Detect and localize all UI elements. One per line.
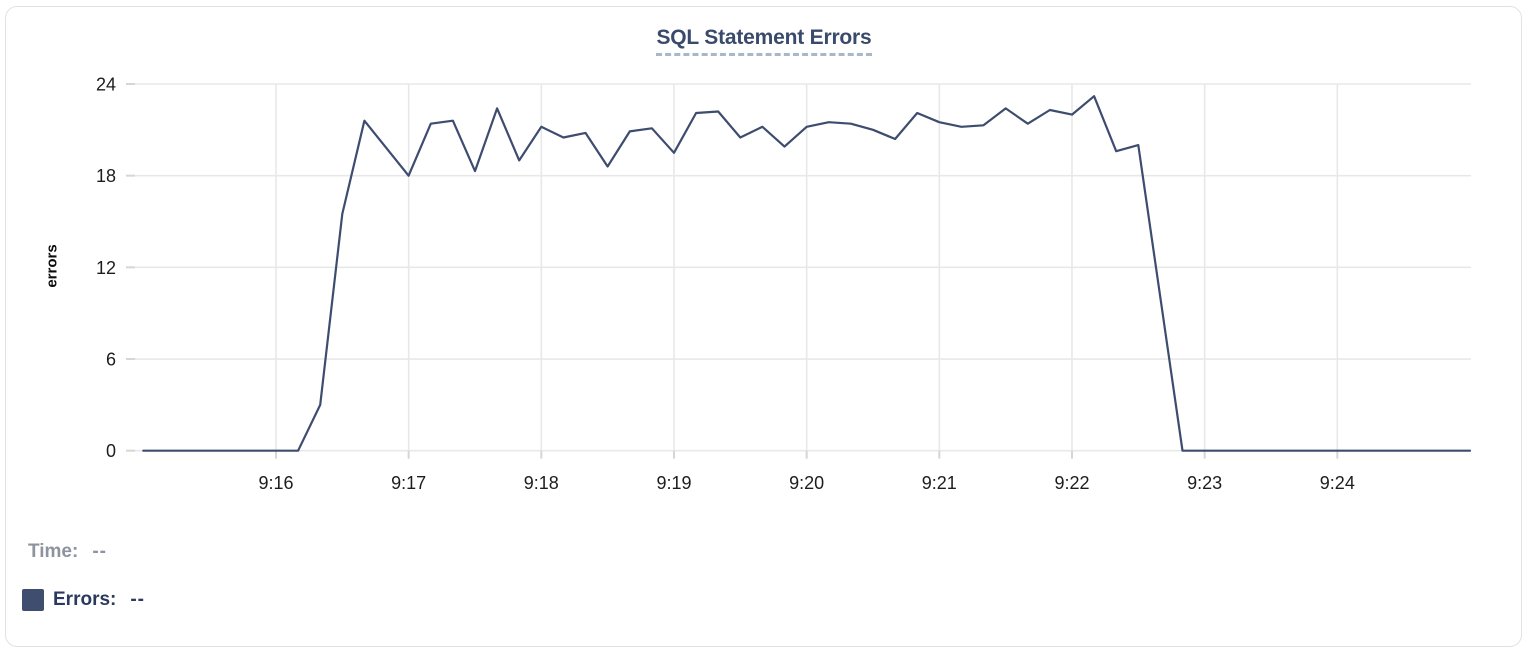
x-tick-label: 9:24: [1320, 473, 1355, 493]
x-tick-label: 9:22: [1054, 473, 1089, 493]
legend-errors-label: Errors:: [53, 589, 117, 610]
errors-series-line[interactable]: [142, 95, 1472, 452]
y-tick-label: 24: [96, 75, 116, 95]
y-axis-title: errors: [43, 244, 61, 288]
chart-title[interactable]: SQL Statement Errors: [656, 26, 872, 56]
legend-time-value: --: [92, 541, 107, 562]
legend-errors-value: --: [130, 589, 146, 610]
x-tick-label: 9:18: [524, 473, 559, 493]
errors-line-chart[interactable]: 0 6 12 18 24 9:16 9:17 9:18 9:19 9:20 9:21 9:22 9:23…: [0, 0, 1528, 500]
y-tick-label: 18: [96, 166, 116, 186]
x-tick-label: 9:19: [656, 473, 691, 493]
legend-item-errors[interactable]: Errors: --: [22, 589, 145, 611]
x-tick-label: 9:21: [922, 473, 957, 493]
x-tick-label: 9:23: [1187, 473, 1222, 493]
errors-series-swatch: [22, 589, 44, 611]
legend-time-label: Time:: [28, 541, 79, 562]
y-tick-label: 0: [106, 441, 116, 461]
x-tick-label: 9:20: [789, 473, 824, 493]
y-tick-label: 12: [96, 258, 116, 278]
x-tick-label: 9:17: [391, 473, 426, 493]
legend-time-readout: Time: --: [28, 541, 107, 563]
x-tick-label: 9:16: [258, 473, 293, 493]
chart-header: SQL Statement Errors: [0, 26, 1528, 56]
chart-card: [5, 6, 1522, 647]
y-tick-label: 6: [106, 350, 116, 370]
